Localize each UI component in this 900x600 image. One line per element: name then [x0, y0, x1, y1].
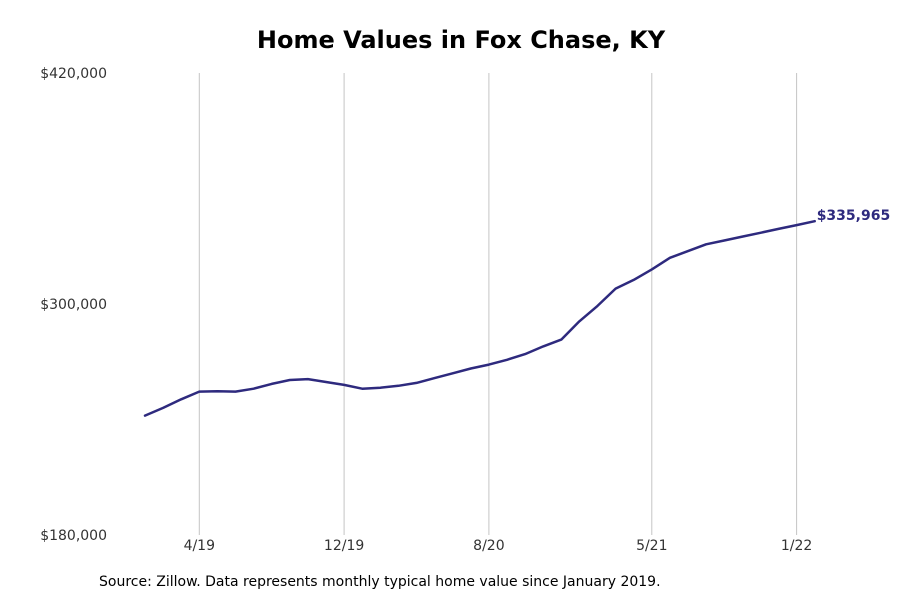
end-value-label: $335,965	[817, 208, 891, 224]
source-note: Source: Zillow. Data represents monthly …	[99, 574, 661, 590]
y-tick-label: $420,000	[40, 66, 107, 82]
x-tick-label: 4/19	[184, 538, 215, 554]
series-line	[143, 219, 816, 417]
y-tick-label: $180,000	[40, 528, 107, 544]
y-tick-label: $300,000	[40, 297, 107, 313]
x-tick-label: 5/21	[636, 538, 667, 554]
chart-title: Home Values in Fox Chase, KY	[256, 26, 666, 54]
x-tick-label: 12/19	[324, 538, 364, 554]
x-tick-label: 1/22	[781, 538, 812, 554]
x-tick-label: 8/20	[473, 538, 504, 554]
